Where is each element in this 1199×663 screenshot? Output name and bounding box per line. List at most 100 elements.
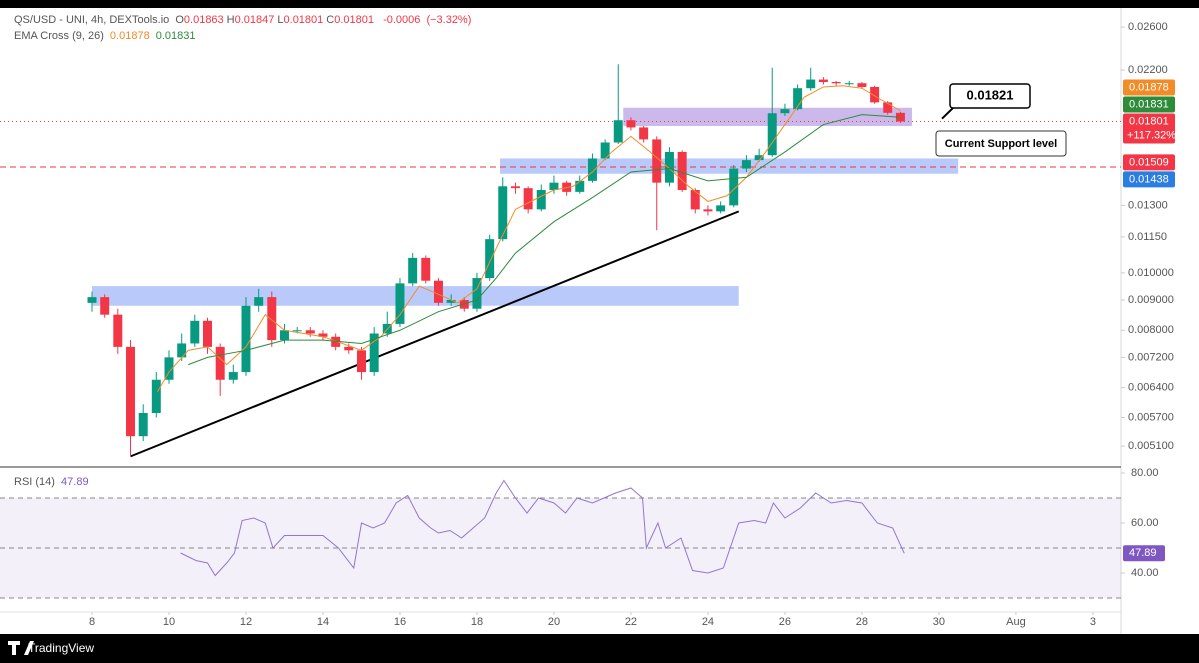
rsi-label: RSI (14) <box>14 476 55 488</box>
candle-body <box>267 297 277 341</box>
candle-body <box>549 182 559 191</box>
candle-body <box>421 257 431 281</box>
candle-body <box>241 305 251 373</box>
callout-box <box>949 83 1031 109</box>
candle-body <box>883 102 893 113</box>
x-tick-label: 3 <box>1090 616 1096 628</box>
candle-body <box>164 357 174 380</box>
ohlc-key: C <box>326 14 335 26</box>
x-tick-label: 18 <box>471 616 483 628</box>
candle-body <box>575 180 585 192</box>
candle-body <box>138 412 148 437</box>
candle-body <box>433 280 443 303</box>
candle-body <box>305 330 315 334</box>
note-box <box>935 130 1067 157</box>
candle-body <box>600 142 610 159</box>
candle-body <box>729 168 739 206</box>
brand-name: TradingView <box>28 641 94 655</box>
ema-line <box>188 114 901 366</box>
candle-body <box>818 79 828 83</box>
ohlc-value: 0.01863 <box>183 14 224 26</box>
candle-body <box>190 320 200 344</box>
candle-body <box>344 346 354 351</box>
candle-body <box>741 160 751 169</box>
candle-body <box>472 278 482 309</box>
candle-body <box>228 372 238 380</box>
candle-body <box>844 83 854 85</box>
rsi-y-tick-label: 80.00 <box>1131 467 1159 479</box>
candle-body <box>177 343 187 358</box>
x-tick-label: 30 <box>933 616 945 628</box>
y-tick-label: 0.01300 <box>1128 199 1168 211</box>
y-tick-label: 0.02200 <box>1128 64 1168 76</box>
candle-body <box>806 79 816 89</box>
candle-body <box>536 190 546 210</box>
x-tick-label: 14 <box>317 616 329 628</box>
candle-body <box>151 379 161 413</box>
candle-body <box>523 188 533 210</box>
candle-body <box>831 82 841 84</box>
candle-body <box>626 120 636 128</box>
brand-logo <box>8 641 34 655</box>
candle-body <box>652 139 662 183</box>
price-badge <box>1123 79 1175 96</box>
brand: TradingView <box>8 641 94 655</box>
price-badge <box>1123 96 1175 113</box>
price-badge <box>1123 171 1175 188</box>
candle-body <box>510 186 520 189</box>
panel <box>0 8 1199 634</box>
candle-body <box>446 299 456 303</box>
candle-body <box>331 336 341 347</box>
legend-ema: EMA Cross (9, 26) 0.01878 0.01831 <box>14 30 199 42</box>
y-tick-label: 0.005100 <box>1128 440 1174 452</box>
candle-body <box>587 158 597 181</box>
candle-body <box>780 109 790 114</box>
candle-body <box>677 151 687 191</box>
symbol: QS/USD - UNI, 4h, DEXTools.io <box>14 14 170 26</box>
price-badge-label: 0.01878 <box>1129 81 1169 93</box>
candle-body <box>254 297 264 306</box>
rsi-badge <box>1123 545 1165 562</box>
x-tick-label: 26 <box>779 616 791 628</box>
y-tick-label: 0.007200 <box>1128 351 1174 363</box>
ohlc: O0.01863 H0.01847 L0.01801 C0.01801 <box>175 14 377 26</box>
candle-body <box>395 283 405 324</box>
x-tick-label: 24 <box>702 616 714 628</box>
candle-body <box>498 186 508 240</box>
candle-body <box>318 333 328 337</box>
rsi-value: 47.89 <box>61 476 89 488</box>
candle-body <box>126 346 135 437</box>
candle-body <box>408 257 418 284</box>
candle-body <box>485 239 495 279</box>
candle-body <box>870 86 880 103</box>
price-badge-label: 0.01801 <box>1129 115 1169 127</box>
x-tick-label: 8 <box>89 616 95 628</box>
ohlc-value: 0.01847 <box>234 14 275 26</box>
x-tick-label: 10 <box>163 616 175 628</box>
ohlc-key: O <box>175 14 184 26</box>
ema-label: EMA Cross (9, 26) <box>14 30 104 42</box>
candle-body <box>279 330 289 341</box>
x-tick-label: Aug <box>1006 616 1026 628</box>
y-tick-label: 0.006400 <box>1128 382 1174 394</box>
candle-body <box>639 127 649 140</box>
price-badge <box>1123 154 1175 171</box>
x-tick-label: 28 <box>856 616 868 628</box>
candle-body <box>215 346 225 380</box>
candle-body <box>716 205 726 212</box>
x-tick-label: 16 <box>394 616 406 628</box>
candle-body <box>356 350 366 373</box>
ema-slow-value: 0.01831 <box>155 30 196 42</box>
candle-body <box>369 333 379 373</box>
change: -0.0006 <box>383 14 421 26</box>
candle-body <box>203 320 212 347</box>
ema-line <box>157 85 901 392</box>
legend-rsi: RSI (14) 47.89 <box>14 476 92 488</box>
price-badge-label: 0.01509 <box>1129 156 1169 168</box>
ema-fast-value: 0.01878 <box>109 30 150 42</box>
callout-price: 0.01821 <box>967 87 1014 102</box>
candle-body <box>857 83 867 87</box>
trendline <box>130 210 740 458</box>
